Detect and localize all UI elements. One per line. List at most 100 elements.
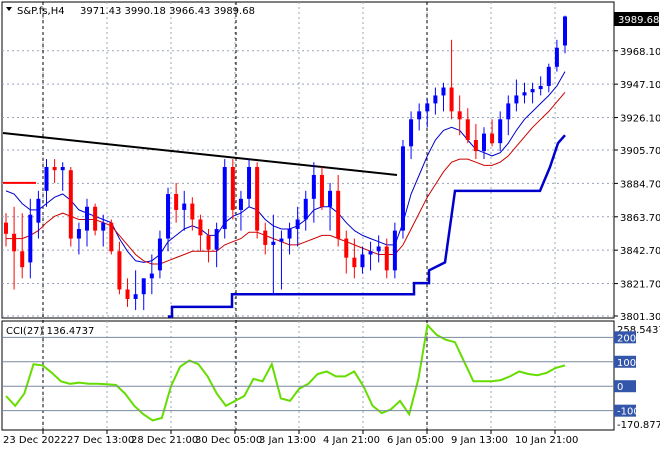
cci-level-label: -100 [617,407,640,418]
candle-body [12,233,17,252]
price-tick-label: 3842.70 [620,246,660,257]
candle-body [182,203,187,210]
candle-body [360,254,365,268]
price-tick-label: 3884.70 [620,179,660,190]
price-axis: 3968.10 3947.10 3926.10 3905.70 3884.70 3863.… [614,47,660,323]
cci-level-tag [614,331,636,344]
time-tick-label: 30 Dec 05:00 [195,435,262,446]
candle-body [344,238,349,258]
candle-body [400,146,405,231]
candles [4,15,567,311]
candle-body [255,167,260,231]
price-tick-label: 3926.10 [620,114,660,125]
candle-body [352,257,357,268]
time-tick-label: 28 Dec 21:00 [131,435,198,446]
candle-body [417,111,422,120]
candle-body [133,294,138,299]
time-tick-label: 3 Jan 13:00 [259,435,316,446]
candle-body [125,289,130,299]
price-tick-label: 3821.70 [620,280,660,291]
candle-body [498,119,503,144]
price-tick-label: 3947.10 [620,80,660,91]
candle-body [247,167,252,199]
cci-level-label: 0 [617,382,623,393]
cci-axis: 200 100 0 -100 [2,331,640,418]
cci-level-tag [614,355,636,368]
candle-body [52,167,57,171]
candle-body [263,230,268,245]
chevron-down-icon[interactable] [6,7,12,11]
cci-max-label: 258.5437 [617,325,660,336]
candle-body [60,167,65,171]
red-moving-average [6,91,566,265]
candle-body [44,167,49,191]
candle-body [198,219,203,236]
candle-body [230,167,235,210]
candle-body [101,222,106,231]
price-tick-label: 3863.70 [620,213,660,224]
candle-body [157,238,162,271]
cci-level-label: 100 [617,358,636,369]
cci-level-label: 200 [617,333,636,344]
symbol-label: S&P.fs,H4 [17,6,65,17]
time-tick-label: 4 Jan 21:00 [323,435,380,446]
candle-body [554,47,559,67]
candle-body [457,111,462,120]
cci-label: CCI(27) 136.4737 [6,326,94,337]
session-separators [42,2,428,430]
time-tick-label: 6 Jan 05:00 [387,435,444,446]
cci-path [5,322,566,422]
candle-body [117,251,122,290]
candle-body [546,66,551,86]
candle-body [109,222,114,252]
candle-body [206,235,211,250]
candle-body [433,95,438,104]
cci-level-tag [614,380,636,393]
candle-body [287,229,292,239]
price-tick-label: 3905.70 [620,146,660,157]
time-tick-label: 10 Jan 21:00 [515,435,578,446]
cci-line [5,322,566,422]
candle-body [141,278,146,295]
candle-body [449,87,454,112]
candle-body [28,214,33,263]
candle-body [506,103,511,120]
candle-body [149,273,154,279]
price-tick-label: 3968.10 [620,47,660,58]
time-tick-label: 9 Jan 13:00 [451,435,508,446]
candle-body [473,139,478,152]
time-tick-label: 27 Dec 13:00 [67,435,134,446]
candle-body [311,174,316,199]
candle-body [336,190,341,239]
candle-body [481,133,486,152]
candle-body [538,85,543,90]
candle-body [190,203,195,220]
candle-body [36,198,41,223]
candle-body [376,246,381,252]
current-price-value: 3989.68 [618,15,659,26]
cci-level-tag [614,404,636,417]
candle-body [392,230,397,271]
candle-body [490,133,495,144]
candle-body [425,103,430,112]
candle-body [368,251,373,255]
candle-body [85,206,90,231]
candle-body [222,167,227,230]
price-tick-label: 3801.30 [620,312,660,323]
candle-body [303,198,308,220]
ohlc-label: 3971.43 3990.18 3966.43 3989.68 [80,6,255,17]
candle-body [166,194,171,239]
red-ma-path [6,91,566,265]
candle-body [238,198,243,210]
trend-line[interactable] [2,132,398,176]
candle-body [279,238,284,242]
candle-body [214,229,219,250]
candle-body [319,174,324,207]
blue-ma-path [5,71,566,263]
price-panel[interactable] [1,1,615,319]
candle-body [384,246,389,271]
candle-body [68,170,73,239]
stop-segment-blue [168,134,566,318]
